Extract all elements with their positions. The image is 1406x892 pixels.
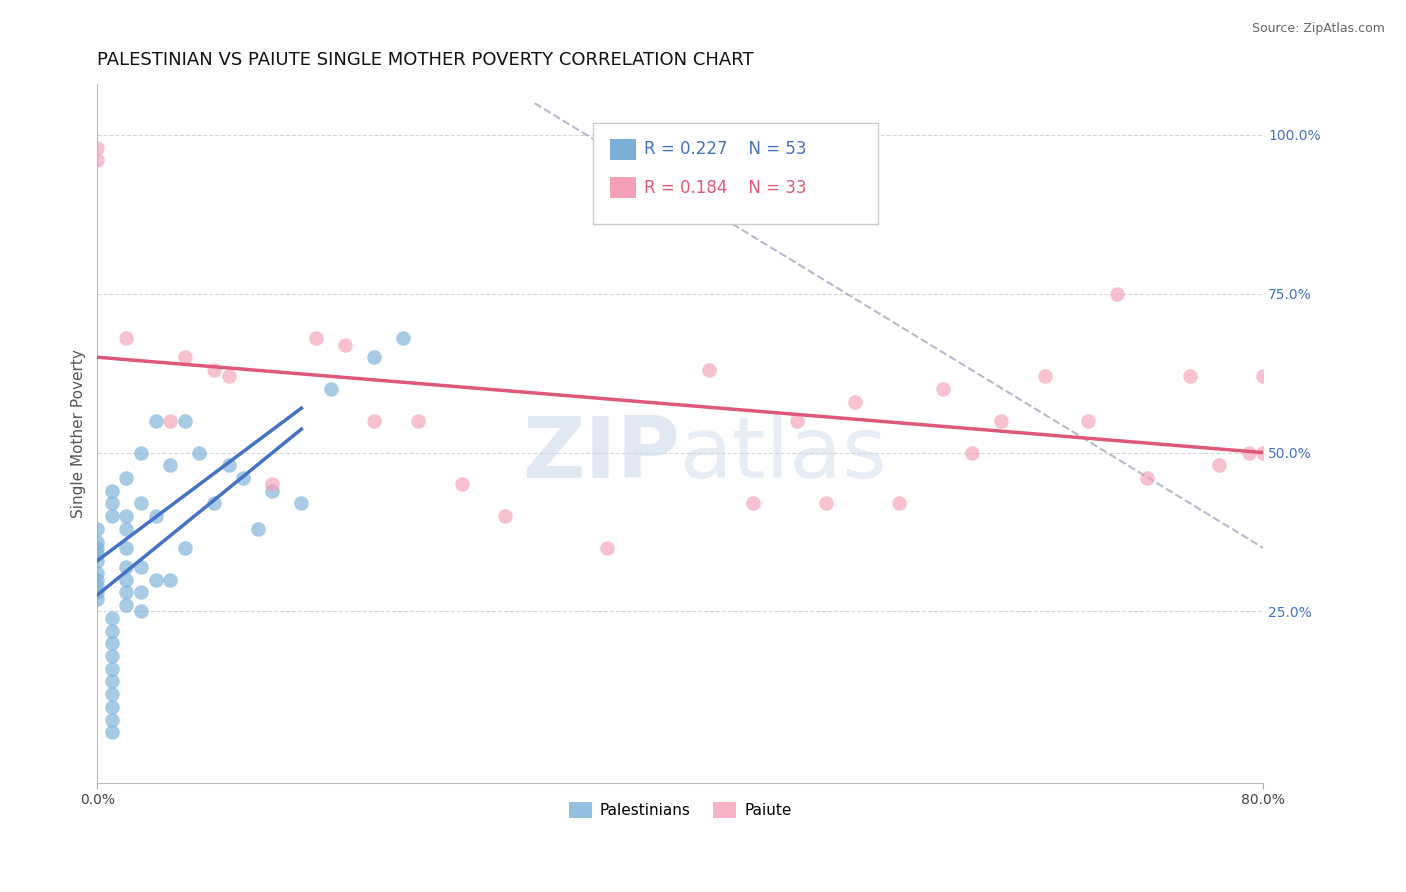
Point: [101, 648, 124, 663]
Text: Source: ZipAtlas.com: Source: ZipAtlas.com: [1251, 22, 1385, 36]
Point: [129, 560, 152, 574]
Point: [960, 445, 983, 459]
Point: [115, 598, 138, 612]
Point: [218, 458, 240, 473]
Point: [115, 522, 138, 536]
Point: [1251, 445, 1274, 459]
Point: [319, 382, 342, 396]
Point: [101, 483, 124, 498]
Point: [990, 414, 1012, 428]
Point: [101, 624, 124, 638]
Point: [218, 369, 240, 384]
Text: R = 0.227    N = 53: R = 0.227 N = 53: [644, 140, 807, 158]
Text: R = 0.184    N = 33: R = 0.184 N = 33: [644, 178, 807, 196]
Point: [1251, 369, 1274, 384]
Point: [86, 585, 108, 599]
Point: [232, 471, 254, 485]
Point: [101, 636, 124, 650]
Point: [1136, 471, 1159, 485]
Point: [742, 496, 765, 510]
Point: [101, 509, 124, 524]
Legend: Palestinians, Paiute: Palestinians, Paiute: [562, 797, 797, 824]
Bar: [610, 138, 636, 160]
Point: [86, 547, 108, 561]
Point: [1107, 286, 1129, 301]
Point: [202, 496, 225, 510]
Point: [159, 458, 181, 473]
Point: [1237, 445, 1260, 459]
Point: [494, 509, 516, 524]
Point: [129, 605, 152, 619]
Point: [115, 471, 138, 485]
Point: [786, 414, 808, 428]
Point: [101, 713, 124, 727]
Point: [115, 509, 138, 524]
Point: [115, 585, 138, 599]
Point: [101, 725, 124, 739]
Point: [844, 394, 866, 409]
Bar: [610, 178, 636, 198]
Point: [363, 351, 385, 365]
Point: [101, 611, 124, 625]
Point: [202, 363, 225, 377]
Point: [86, 566, 108, 581]
Point: [101, 674, 124, 689]
Point: [814, 496, 837, 510]
Point: [145, 509, 167, 524]
Point: [115, 541, 138, 555]
Point: [1077, 414, 1099, 428]
Point: [699, 363, 721, 377]
Point: [86, 554, 108, 568]
Text: ZIP: ZIP: [523, 413, 681, 496]
Y-axis label: Single Mother Poverty: Single Mother Poverty: [72, 349, 86, 518]
Point: [115, 573, 138, 587]
Point: [86, 573, 108, 587]
Point: [290, 496, 312, 510]
Point: [86, 141, 108, 155]
Point: [1180, 369, 1202, 384]
Point: [86, 591, 108, 606]
Point: [86, 522, 108, 536]
Point: [86, 541, 108, 555]
Point: [246, 522, 269, 536]
Point: [406, 414, 429, 428]
Point: [159, 414, 181, 428]
Point: [86, 579, 108, 593]
Point: [115, 331, 138, 345]
Point: [101, 687, 124, 701]
Point: [173, 351, 195, 365]
Text: PALESTINIAN VS PAIUTE SINGLE MOTHER POVERTY CORRELATION CHART: PALESTINIAN VS PAIUTE SINGLE MOTHER POVE…: [97, 51, 754, 69]
Point: [129, 585, 152, 599]
FancyBboxPatch shape: [593, 122, 879, 224]
Point: [392, 331, 415, 345]
Point: [101, 662, 124, 676]
Point: [305, 331, 328, 345]
Point: [145, 414, 167, 428]
Point: [450, 477, 472, 491]
Point: [333, 337, 356, 351]
Point: [159, 573, 181, 587]
Point: [363, 414, 385, 428]
Point: [262, 477, 284, 491]
Point: [1208, 458, 1230, 473]
Point: [173, 414, 195, 428]
Point: [1033, 369, 1056, 384]
Point: [887, 496, 910, 510]
Point: [101, 496, 124, 510]
Point: [86, 534, 108, 549]
Point: [129, 445, 152, 459]
Point: [931, 382, 953, 396]
Point: [262, 483, 284, 498]
Point: [86, 153, 108, 168]
Point: [101, 699, 124, 714]
Point: [145, 573, 167, 587]
Point: [115, 560, 138, 574]
Text: atlas: atlas: [681, 413, 889, 496]
Point: [596, 541, 619, 555]
Point: [129, 496, 152, 510]
Point: [173, 541, 195, 555]
Point: [188, 445, 211, 459]
